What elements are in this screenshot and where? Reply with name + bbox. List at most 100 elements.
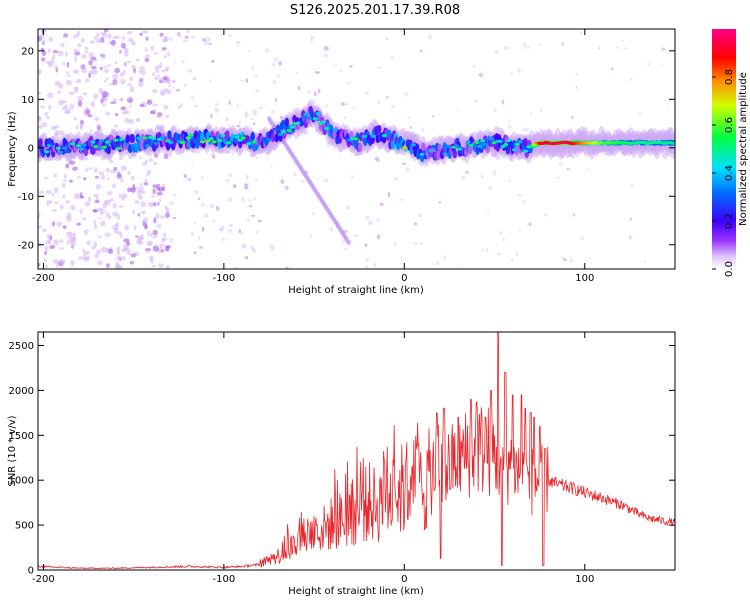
spectrogram-noise-blob: [310, 37, 313, 43]
spectrogram-noise-blob: [101, 91, 108, 98]
spectrogram-noise-blob: [123, 61, 128, 67]
spectrogram-noise-blob: [529, 111, 533, 115]
colorbar-tick-label: 0.2: [724, 213, 735, 229]
spectrogram-noise-blob: [94, 166, 98, 174]
spectrogram-noise-blob: [254, 89, 260, 93]
spectrogram-halo: [656, 130, 664, 152]
spectrogram-noise-blob: [116, 231, 122, 235]
spectrogram-noise-blob: [228, 100, 231, 106]
spectrogram-noise-blob: [269, 244, 274, 247]
spectrogram-noise-blob: [94, 253, 99, 259]
colorbar-tick-label: 0.0: [724, 261, 735, 277]
spectrogram-noise-blob: [368, 220, 374, 226]
spectrogram-noise-blob: [238, 120, 241, 124]
spectrogram-noise-blob: [66, 74, 71, 78]
spectrogram-noise-blob: [120, 106, 127, 111]
spectrogram-noise-blob: [106, 191, 113, 196]
y-tick-label: -20: [18, 240, 34, 251]
spectrogram-noise-blob: [566, 168, 571, 171]
spectrogram-ridge-cell: [250, 131, 255, 141]
spectrogram-noise-blob: [193, 251, 197, 255]
spectrogram-noise-blob: [47, 92, 54, 99]
spectrogram-ridge-cell: [390, 140, 396, 150]
spectrogram-noise-blob: [100, 31, 107, 35]
spectrogram-noise-blob: [346, 82, 352, 85]
spectrogram-noise-blob: [377, 100, 381, 105]
spectrogram-noise-blob: [53, 201, 60, 205]
spectrogram-noise-blob: [197, 236, 201, 240]
spectrogram-peak-cell: [78, 147, 84, 151]
spectrogram-noise-blob: [153, 76, 159, 81]
spectrogram-noise-blob: [522, 199, 526, 204]
spectrogram-noise-blob: [365, 215, 370, 220]
x-tick-label: 0: [401, 574, 407, 585]
y-tick-label: 0: [28, 566, 34, 577]
spectrogram-noise-blob: [160, 249, 164, 253]
spectrogram-noise-blob: [129, 104, 132, 108]
spectrogram-noise-blob: [134, 200, 140, 204]
spectrogram-halo: [547, 131, 556, 160]
spectrogram-noise-blob: [44, 258, 48, 263]
spectrogram-noise-blob: [53, 173, 57, 178]
spectrogram-noise-blob: [285, 266, 289, 269]
spectrogram-noise-blob: [114, 81, 118, 85]
spectrogram-noise-blob: [116, 173, 123, 179]
spectrogram-peak-cell: [104, 140, 110, 144]
spectrogram-noise-blob: [129, 85, 135, 93]
spectrogram-noise-blob: [247, 217, 250, 222]
spectrogram-peak-cell: [277, 132, 284, 136]
spectrogram-noise-blob: [221, 149, 226, 154]
spectrogram-noise-blob: [112, 202, 117, 209]
spectrogram-noise-blob: [46, 234, 51, 240]
spectrogram-noise-blob: [562, 256, 565, 261]
spectrogram-noise-blob: [73, 48, 79, 53]
spectrogram-noise-blob: [580, 236, 585, 241]
spectrogram-noise-blob: [528, 222, 532, 227]
spectrogram-noise-blob: [494, 50, 499, 54]
spectrogram-noise-blob: [113, 98, 117, 105]
snr-frame: [37, 331, 676, 571]
spectrogram-noise-blob: [253, 111, 258, 116]
spectrogram-noise-blob: [157, 223, 162, 228]
spectrogram-noise-blob: [629, 77, 633, 81]
spectrogram-noise-blob: [342, 238, 345, 244]
spectrogram-peak-cell: [179, 141, 185, 145]
spectrogram-peak-cell: [511, 148, 517, 152]
spectrogram-noise-blob: [478, 72, 483, 77]
spectrogram-noise-blob: [280, 179, 285, 184]
spectrogram-noise-blob: [253, 75, 259, 78]
spectrogram-noise-blob: [58, 247, 65, 250]
spectrogram-noise-blob: [57, 90, 61, 94]
spectrogram-noise-blob: [62, 194, 66, 199]
spectrogram-noise-blob: [201, 226, 205, 232]
spectrogram-noise-blob: [379, 202, 383, 207]
spectrogram-noise-blob: [94, 200, 100, 204]
spectrogram-noise-blob: [56, 221, 63, 227]
spectrogram-noise-blob: [69, 179, 73, 183]
spectrogram-noise-blob: [157, 112, 163, 117]
spectrogram-noise-blob: [499, 231, 503, 235]
spectrogram-noise-blob: [381, 128, 384, 132]
spectrogram-noise-blob: [85, 78, 90, 83]
spectrogram-peak-cell: [81, 143, 87, 147]
spectrogram-noise-blob: [183, 83, 187, 87]
spectrogram-noise-blob: [194, 190, 199, 196]
spectrogram-noise-blob: [228, 173, 232, 178]
spectrogram-noise-blob: [105, 77, 109, 81]
spectrogram-noise-blob: [38, 116, 42, 122]
spectrogram-noise-blob: [193, 221, 196, 225]
spectrogram-noise-blob: [419, 49, 423, 53]
spectrogram-noise-blob: [152, 72, 155, 77]
spectrogram-noise-blob: [250, 118, 254, 121]
spectrogram-noise-blob: [74, 56, 78, 63]
spectrogram-noise-blob: [148, 148, 152, 151]
spectrogram-noise-blob: [351, 106, 356, 109]
spectrogram-noise-blob: [169, 238, 174, 243]
spectrogram-noise-blob: [88, 60, 93, 66]
spectrogram-noise-blob: [113, 166, 118, 171]
colorbar-ticks: 0.0 0.2 0.4 0.6 0.8: [712, 69, 735, 277]
spectrogram-noise-blob: [251, 248, 256, 254]
spectrogram-halo: [652, 133, 661, 160]
